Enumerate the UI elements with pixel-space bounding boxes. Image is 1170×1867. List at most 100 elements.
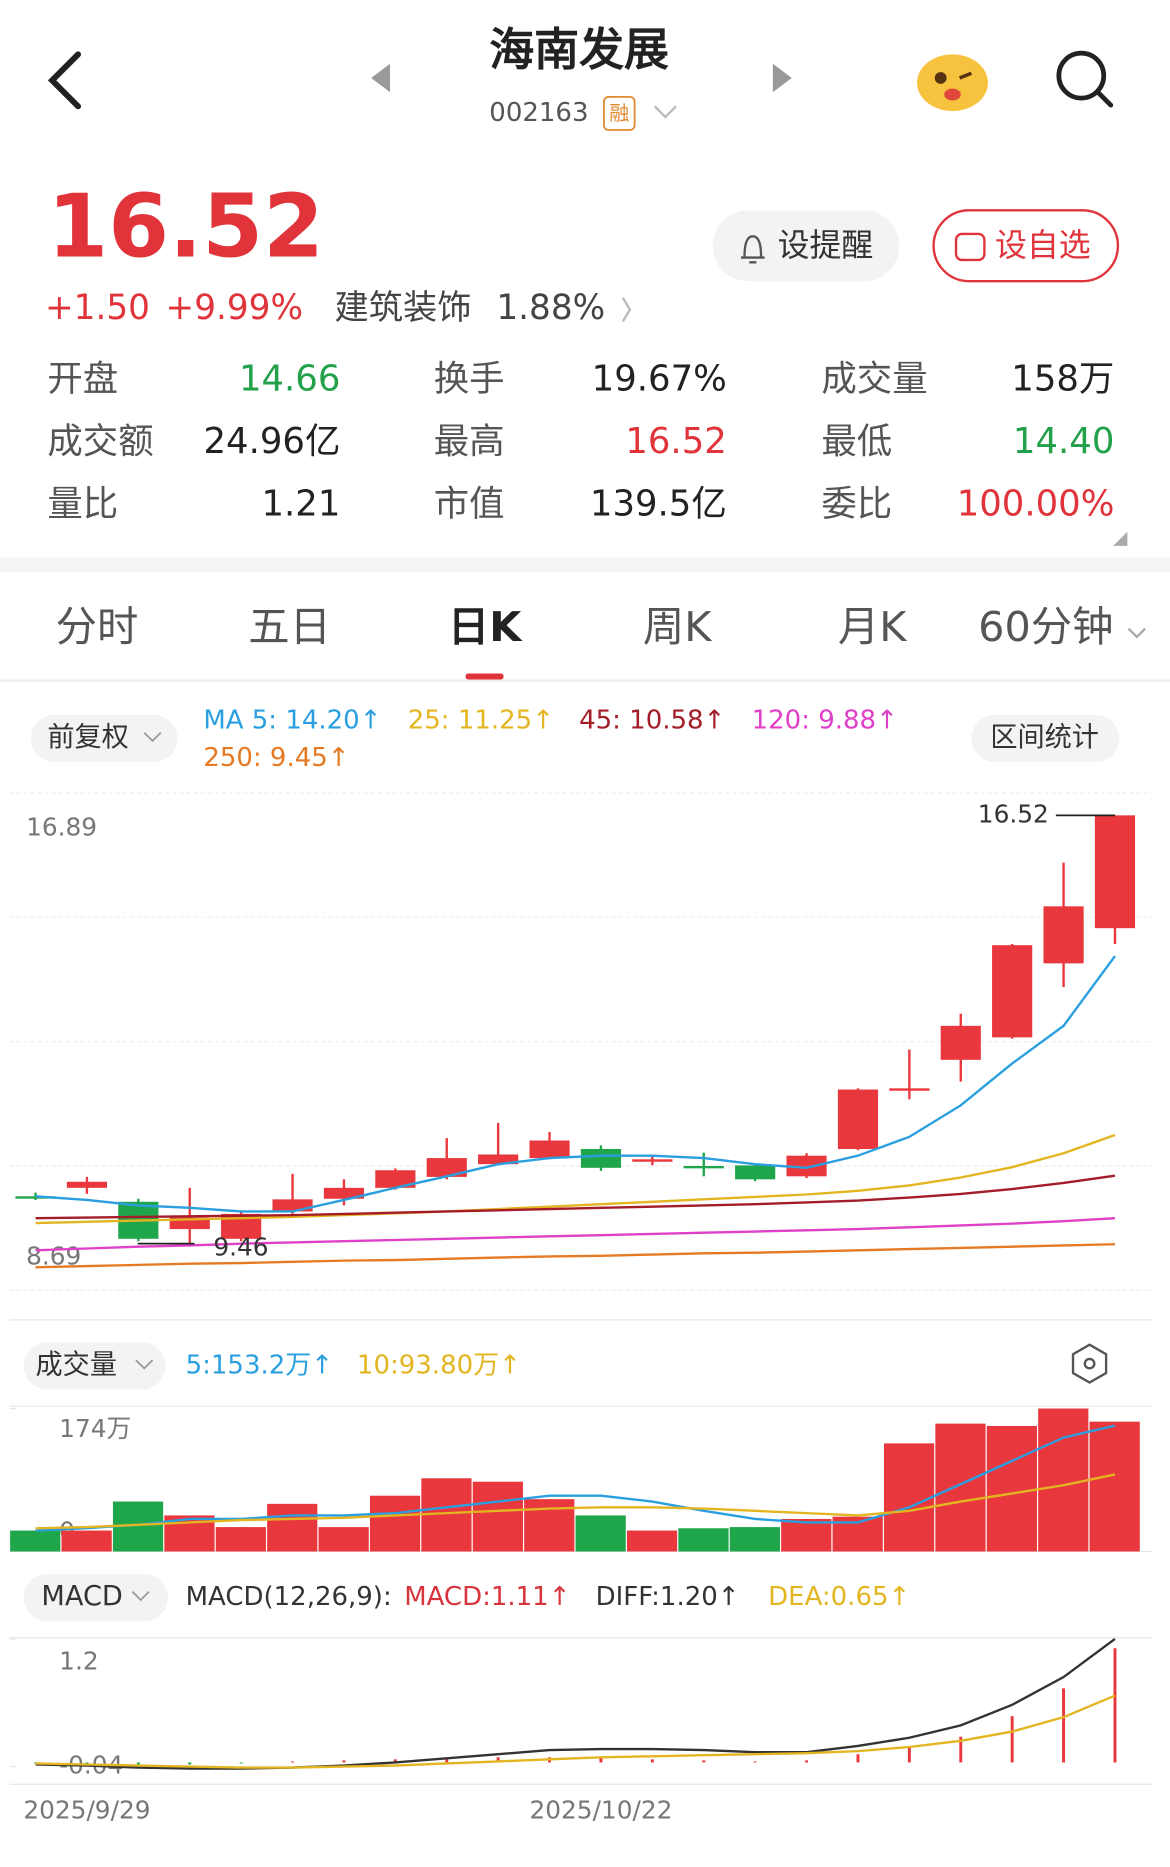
- candle-body: [683, 1165, 724, 1169]
- macd-button[interactable]: [23, 1573, 168, 1622]
- volume-bar: [883, 1443, 935, 1552]
- stat-label: 委比: [821, 484, 892, 525]
- stat-label: 量比: [47, 484, 118, 525]
- stat-value: 24.96亿: [204, 421, 341, 462]
- candle-body: [580, 1149, 622, 1168]
- watch-button[interactable]: [932, 209, 1120, 283]
- expand-corner[interactable]: [1113, 531, 1128, 546]
- candle-body: [375, 1170, 416, 1188]
- search-handle: [1095, 89, 1114, 108]
- active-tab-indicator: [465, 673, 504, 680]
- volume-bar: [678, 1528, 729, 1552]
- volume-bar: [10, 1530, 61, 1552]
- volume-bar: [575, 1515, 626, 1552]
- stat-value: 100.00%: [957, 484, 1115, 525]
- candle-body: [529, 1140, 570, 1159]
- period-tab[interactable]: 五日: [248, 603, 331, 651]
- indicator-line: [35, 1637, 1116, 1770]
- search-icon[interactable]: [1056, 50, 1107, 101]
- watch-icon: [954, 232, 986, 262]
- candle-body: [1043, 906, 1084, 964]
- period-tab[interactable]: 周K: [643, 603, 712, 651]
- remind-label: 设提醒: [778, 226, 874, 264]
- y-tick-label: 1.2: [59, 1647, 98, 1676]
- legend-entry: MA 5: 14.20↑: [203, 705, 381, 735]
- volume-bar: [781, 1518, 832, 1552]
- volume-bar: [935, 1423, 986, 1552]
- stat-label: 成交额: [47, 421, 153, 462]
- volume-bar: [369, 1495, 421, 1552]
- candle-body: [889, 1088, 930, 1091]
- max-label: 16.52: [978, 799, 1049, 828]
- stat-value: 19.67%: [592, 358, 727, 399]
- next-stock[interactable]: [772, 63, 792, 93]
- indicator-line: [35, 1133, 1116, 1225]
- stat-value: 158万: [1011, 358, 1114, 399]
- sector-name[interactable]: 建筑装饰: [334, 288, 471, 328]
- candle-body: [1094, 815, 1136, 929]
- adjust-dropdown: [143, 731, 162, 743]
- legend-entry: 10:93.80万↑: [357, 1350, 521, 1380]
- code-dropdown[interactable]: [653, 105, 677, 119]
- y-tick-label: 16.89: [26, 812, 97, 841]
- stock-code: 002163: [489, 98, 588, 128]
- legend-entry: MACD:1.11↑: [404, 1582, 570, 1612]
- stat-label: 开盘: [47, 358, 118, 399]
- candle-body: [169, 1217, 210, 1230]
- volume-button[interactable]: [23, 1342, 166, 1390]
- section-divider: [0, 557, 1170, 572]
- stat-value: 1.21: [261, 484, 340, 525]
- margin-badge: 融: [609, 101, 629, 125]
- margin-badge-box: [603, 96, 636, 131]
- stat-label: 成交量: [821, 358, 927, 399]
- volume-bar: [1089, 1421, 1140, 1552]
- stat-label: 换手: [434, 358, 505, 399]
- adjust-label: 前复权: [47, 722, 128, 753]
- macd-dropdown: [131, 1591, 150, 1602]
- volume-bar: [1038, 1408, 1089, 1552]
- price: 16.52: [47, 176, 324, 278]
- sector-pct[interactable]: 1.88%: [496, 288, 605, 328]
- period-tab[interactable]: 日K: [448, 603, 523, 651]
- volume-bar: [986, 1425, 1037, 1552]
- candle-body: [735, 1165, 776, 1180]
- indicator-line: [35, 1694, 1116, 1769]
- x-tick-label: 2025/9/29: [23, 1795, 150, 1824]
- adjust-button[interactable]: [30, 714, 178, 763]
- sector-arrow: [621, 297, 632, 323]
- back-button[interactable]: [47, 51, 82, 110]
- legend-entry: 45: 10.58↑: [579, 705, 725, 735]
- stat-label: 最高: [434, 421, 505, 462]
- stat-value: 139.5亿: [590, 484, 727, 525]
- stat-value: 14.40: [1013, 421, 1114, 462]
- range-stats-button[interactable]: [971, 714, 1120, 763]
- volume-bar: [318, 1527, 369, 1552]
- min-label: 9.46: [213, 1232, 268, 1261]
- remind-button[interactable]: [712, 210, 900, 282]
- indicator-line: [35, 1243, 1115, 1269]
- volume-bar: [215, 1527, 266, 1552]
- period-tabs: 分时 五日 日K 周K 月K 60分钟: [56, 603, 1113, 680]
- mascot[interactable]: [917, 54, 988, 112]
- period-tab[interactable]: 分时: [56, 603, 139, 651]
- legend-entry: 5:153.2万↑: [186, 1350, 333, 1380]
- period-tab[interactable]: 月K: [838, 603, 907, 651]
- stat-value: 14.66: [239, 358, 340, 399]
- settings-icon[interactable]: [1071, 1343, 1108, 1384]
- volume-label: 成交量: [36, 1349, 117, 1380]
- stock-name: 海南发展: [489, 23, 669, 76]
- indicator-line: [35, 955, 1116, 1213]
- watch-label: 设自选: [995, 226, 1091, 264]
- candle-body: [66, 1181, 108, 1188]
- indicator-line: [35, 1473, 1116, 1530]
- candle-body: [478, 1154, 519, 1165]
- tab-dropdown[interactable]: [1127, 627, 1146, 639]
- prev-stock[interactable]: [371, 63, 391, 93]
- period-tab[interactable]: 60分钟: [978, 603, 1113, 651]
- change: +1.50: [45, 288, 150, 328]
- settings-dot: [1083, 1357, 1096, 1370]
- candle-body: [940, 1025, 981, 1060]
- legend-entry: DEA:0.65↑: [768, 1582, 910, 1612]
